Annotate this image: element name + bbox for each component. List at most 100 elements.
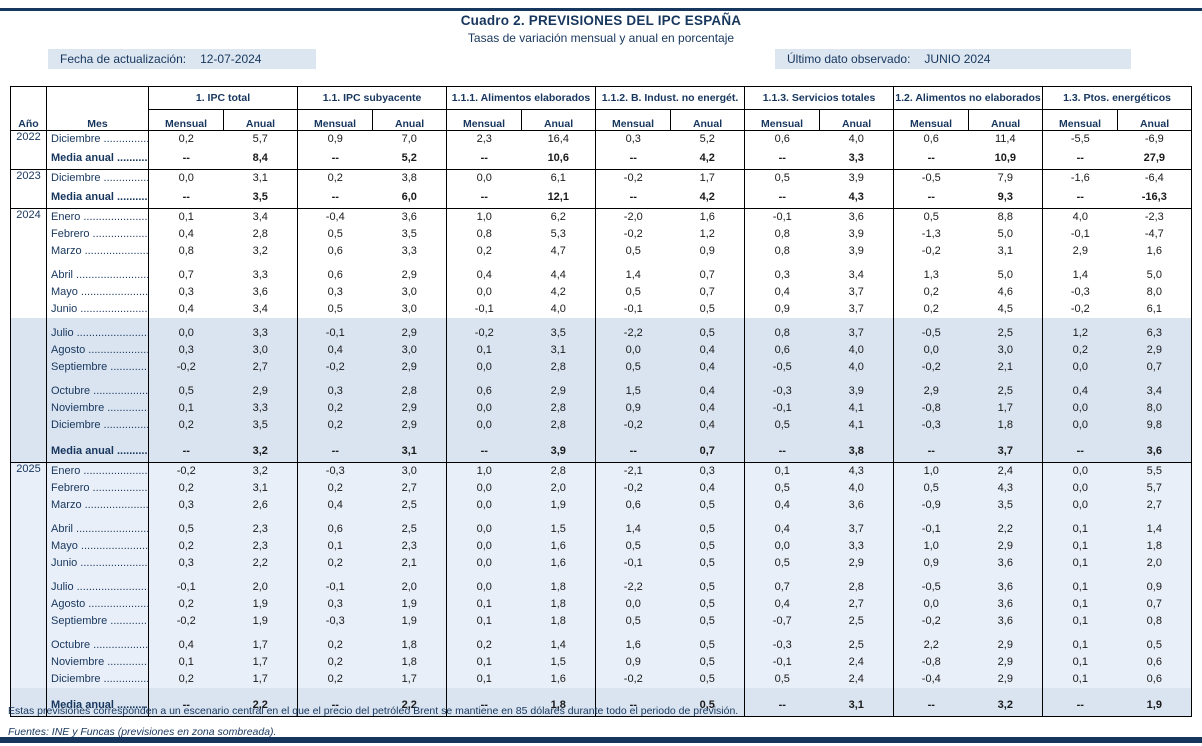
value-cell: 1,4 <box>595 520 671 538</box>
month-cell: Diciembre <box>46 416 149 434</box>
value-cell: -2,0 <box>595 208 671 226</box>
value-cell: -0,5 <box>893 169 969 187</box>
value-cell: 2,3 <box>223 520 298 538</box>
cell <box>820 260 894 267</box>
cell <box>148 317 224 325</box>
month-cell: Julio <box>46 324 149 342</box>
value-cell: 4,3 <box>968 479 1043 497</box>
month-cell: Agosto <box>46 595 149 613</box>
cell <box>372 571 447 579</box>
cell <box>744 317 820 325</box>
value-cell: 1,6 <box>595 636 671 654</box>
value-cell: 1,8 <box>521 595 596 613</box>
cell <box>1042 259 1118 267</box>
value-cell: 0,0 <box>446 479 522 497</box>
value-cell: -- <box>148 147 224 170</box>
value-cell: -0,2 <box>893 612 969 630</box>
value-cell: 0,1 <box>1042 670 1118 688</box>
month-cell: Media anual <box>46 147 149 170</box>
value-cell: 5,5 <box>1117 462 1192 480</box>
cell <box>1117 375 1192 383</box>
value-cell: 4,2 <box>670 147 745 170</box>
cell <box>148 629 224 637</box>
dot-leader <box>110 361 148 373</box>
month-cell: Abril <box>46 520 149 538</box>
cell <box>968 513 1043 521</box>
value-cell: 0,8 <box>744 242 820 260</box>
value-cell: 0,4 <box>297 496 373 514</box>
value-cell: 4,0 <box>1042 208 1118 226</box>
value-cell: 0,1 <box>1042 612 1118 630</box>
value-cell: 1,4 <box>1117 520 1192 538</box>
header-subcol: Mensual <box>446 109 522 131</box>
value-cell: 2,9 <box>1042 242 1118 260</box>
cell <box>1117 687 1192 695</box>
cell <box>297 629 373 637</box>
dot-leader <box>93 385 148 397</box>
value-cell: 4,7 <box>550 245 566 257</box>
value-cell: -0,1 <box>148 578 224 596</box>
value-cell: 0,1 <box>1042 636 1118 654</box>
top-rule <box>0 8 1202 11</box>
spacer-row <box>10 687 1192 695</box>
cell <box>1117 513 1192 521</box>
cell <box>893 513 969 521</box>
value-cell: 3,5 <box>223 416 298 434</box>
value-cell: 0,4 <box>744 595 820 613</box>
value-cell: 3,7 <box>819 520 894 538</box>
cell <box>46 375 149 383</box>
value-cell: 27,9 <box>1117 147 1192 170</box>
dot-leader <box>93 228 148 240</box>
cell <box>670 687 745 695</box>
year-cell <box>10 554 47 572</box>
value-cell: 0,5 <box>744 670 820 688</box>
value-cell: 3,3 <box>252 269 268 281</box>
value-cell: 8,4 <box>223 147 298 170</box>
table-row: Abril0,52,30,62,50,01,51,40,50,43,7-0,12… <box>10 520 1192 538</box>
year-cell <box>11 243 47 260</box>
value-cell: 2,0 <box>223 578 298 596</box>
value-cell: 0,8 <box>744 324 820 342</box>
cell <box>670 433 745 441</box>
value-cell: 4,4 <box>550 269 566 281</box>
table-row: Media anual--8,4--5,2--10,6--4,2--3,3--1… <box>10 147 1192 170</box>
dot-leader <box>80 303 148 315</box>
value-cell: 0,5 <box>595 358 671 376</box>
value-cell: -2,2 <box>595 324 671 342</box>
value-cell: 0,7 <box>699 269 715 281</box>
value-cell: 6,1 <box>1146 303 1162 315</box>
value-cell: 3,9 <box>848 228 864 240</box>
value-cell: -0,1 <box>1042 225 1118 243</box>
cell <box>893 375 969 383</box>
value-cell: 3,2 <box>968 694 1043 717</box>
header-group: 1.3. Ptos. energéticos <box>1042 86 1192 110</box>
cell <box>819 513 894 521</box>
value-cell: 0,5 <box>595 242 671 260</box>
value-cell: 0,1 <box>1042 653 1118 671</box>
value-cell: 1,6 <box>521 554 596 572</box>
value-cell: -1,3 <box>893 225 969 243</box>
cell <box>968 629 1043 637</box>
value-cell: 0,0 <box>446 416 522 434</box>
year-cell <box>10 416 47 434</box>
value-cell: 0,1 <box>1042 537 1118 555</box>
value-cell: 2,8 <box>521 358 596 376</box>
value-cell: 2,8 <box>372 382 447 400</box>
cell <box>969 260 1043 267</box>
value-cell: 1,4 <box>595 266 671 284</box>
update-date-label: Fecha de actualización: <box>60 52 187 66</box>
value-cell: 2,9 <box>968 653 1043 671</box>
spacer-row <box>10 629 1192 637</box>
value-cell: -- <box>893 694 969 717</box>
cell <box>744 629 820 637</box>
header-row-subcols: Mensual Anual Mensual Anual Mensual Anual Mens… <box>11 109 1192 131</box>
value-cell: 2,0 <box>521 479 596 497</box>
cell <box>595 629 671 637</box>
value-cell: 2,9 <box>372 399 447 417</box>
table-row: Agosto0,33,00,43,00,13,10,00,40,64,00,03… <box>10 341 1192 359</box>
value-cell: 4,1 <box>819 416 894 434</box>
value-cell: 0,0 <box>1042 399 1118 417</box>
month-cell: Diciembre <box>46 169 149 187</box>
cell <box>10 375 47 383</box>
value-cell: 0,0 <box>744 537 820 555</box>
